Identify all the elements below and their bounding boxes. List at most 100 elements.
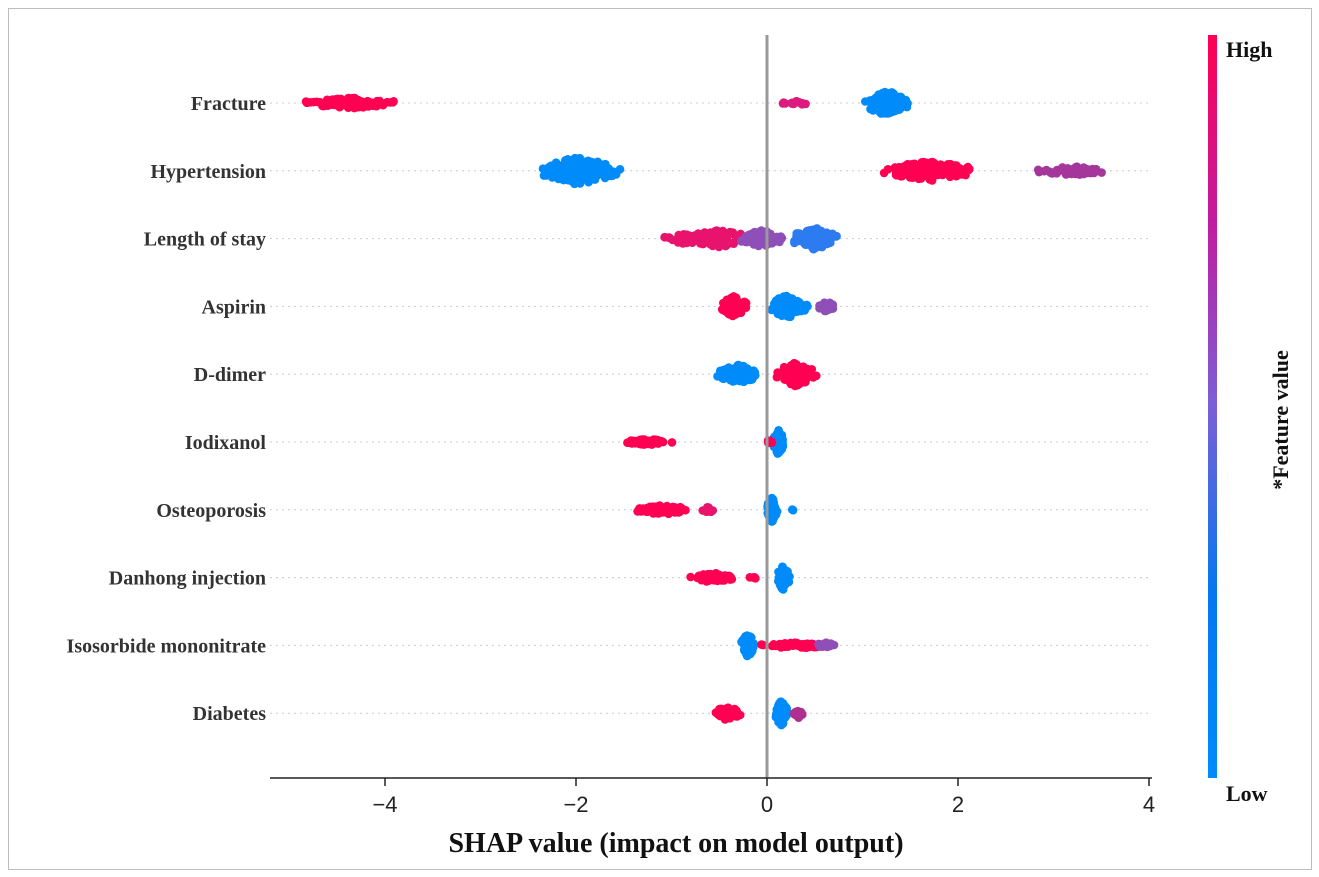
shap-point (774, 443, 783, 452)
shap-point (774, 309, 783, 318)
shap-point (713, 576, 722, 586)
shap-point (800, 368, 810, 378)
shap-point (549, 167, 558, 177)
shap-point (644, 436, 654, 446)
shap-point (780, 713, 790, 722)
shap-point (811, 240, 821, 249)
shap-point (916, 174, 926, 183)
shap-point (715, 366, 725, 376)
shap-point (564, 166, 574, 175)
x-tick-label: −2 (563, 792, 588, 817)
shap-point (890, 163, 900, 172)
shap-point (589, 166, 598, 176)
shap-point (703, 507, 712, 516)
shap-point (658, 508, 668, 517)
shap-point (792, 641, 802, 650)
shap-point (769, 640, 778, 649)
shap-point (784, 640, 793, 650)
grid-lines (270, 102, 1152, 714)
shap-point (777, 720, 786, 730)
shap-point (729, 292, 738, 301)
shap-point (755, 233, 765, 243)
shap-point (727, 574, 737, 584)
shap-point (779, 98, 788, 107)
colorbar: High Low *Feature value (1208, 35, 1293, 806)
shap-point (573, 176, 582, 186)
shap-point (578, 158, 587, 167)
shap-point (566, 176, 576, 185)
shap-point (702, 577, 711, 586)
shap-point (771, 296, 781, 305)
shap-point (790, 238, 799, 248)
shap-point (794, 710, 804, 720)
shap-point (574, 167, 583, 176)
shap-point (636, 507, 646, 516)
shap-point (787, 371, 797, 381)
shap-point (825, 238, 835, 247)
shap-point (800, 303, 810, 312)
shap-point (627, 439, 637, 448)
shap-point (1097, 168, 1106, 177)
shap-point (787, 294, 796, 304)
shap-point (696, 239, 705, 248)
shap-point (363, 97, 373, 106)
shap-point (719, 374, 728, 384)
shap-point (965, 164, 974, 174)
shap-point (737, 237, 746, 246)
shap-point (751, 371, 760, 380)
feature-label: Length of stay (144, 229, 266, 251)
shap-point (1079, 169, 1088, 179)
colorbar-high-label: High (1226, 37, 1272, 62)
shap-point (708, 239, 718, 248)
shap-point (776, 643, 786, 652)
shap-point (686, 572, 695, 582)
shap-point (790, 365, 800, 374)
shap-point (779, 572, 788, 581)
shap-point (651, 503, 661, 512)
shap-point (927, 176, 937, 185)
shap-point (356, 99, 366, 108)
shap-point (945, 172, 955, 182)
x-tick-label: 4 (1143, 792, 1155, 817)
shap-point (1042, 165, 1051, 175)
feature-label: Osteoporosis (156, 500, 266, 522)
shap-point (569, 159, 579, 169)
colorbar-title: *Feature value (1268, 350, 1293, 490)
shap-point (868, 106, 878, 115)
shap-point (335, 102, 344, 112)
shap-point (561, 155, 571, 165)
shap-point (801, 239, 810, 249)
shap-point (748, 573, 758, 582)
shap-point (725, 238, 734, 247)
shap-point (782, 305, 792, 315)
shap-point (667, 438, 677, 447)
feature-label: D-dimer (194, 364, 266, 386)
shap-point (315, 98, 325, 107)
shap-point (924, 159, 934, 168)
feature-label: Diabetes (193, 703, 267, 725)
shap-point (676, 505, 685, 514)
shap-point (333, 94, 342, 104)
shap-point (344, 93, 353, 103)
feature-label: Fracture (191, 93, 266, 115)
shap-point (792, 229, 801, 238)
shap-point (780, 292, 789, 301)
shap-point (895, 96, 905, 106)
shap-point (929, 165, 939, 174)
shap-point (875, 98, 885, 108)
shap-point (374, 99, 383, 109)
shap-point (747, 639, 757, 649)
shap-point (768, 304, 777, 314)
shap-point (1050, 167, 1060, 177)
feature-label: Danhong injection (109, 568, 266, 590)
shap-point (903, 99, 912, 108)
x-axis-title: SHAP value (impact on model output) (448, 828, 903, 859)
shap-point (1067, 166, 1076, 176)
shap-point (802, 643, 811, 652)
data-points (301, 87, 1106, 730)
feature-label: Iodixanol (185, 432, 267, 454)
x-axis: −4 −2 0 2 4 (270, 777, 1155, 817)
shap-point (742, 649, 751, 658)
shap-point (800, 376, 809, 386)
